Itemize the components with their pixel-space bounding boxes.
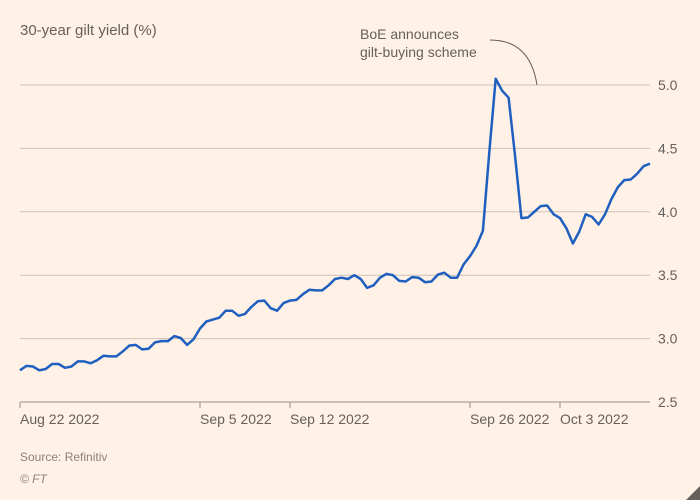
y-tick-label: 4.5: [658, 140, 678, 156]
source-text: Source: Refinitiv: [20, 450, 107, 464]
x-tick-label: Sep 12 2022: [290, 411, 370, 427]
x-tick-label: Sep 5 2022: [200, 411, 272, 427]
x-tick-label: Oct 3 2022: [560, 411, 629, 427]
x-tick-label: Sep 26 2022: [470, 411, 550, 427]
corner-fold-icon: [686, 486, 700, 500]
y-tick-label: 2.5: [658, 394, 678, 410]
y-tick-label: 5.0: [658, 77, 678, 93]
copyright-text: © FT: [20, 472, 47, 486]
y-tick-label: 3.0: [658, 331, 678, 347]
series-line: [20, 79, 650, 371]
annotation-connector: [490, 40, 537, 85]
x-tick-label: Aug 22 2022: [20, 411, 100, 427]
gilt-yield-chart: 2.5 3.0 3.5 4.0 4.5 5.0 Aug 22 2022 Sep 5 2022 S…: [0, 0, 700, 500]
y-tick-label: 3.5: [658, 267, 678, 283]
y-tick-label: 4.0: [658, 204, 678, 220]
